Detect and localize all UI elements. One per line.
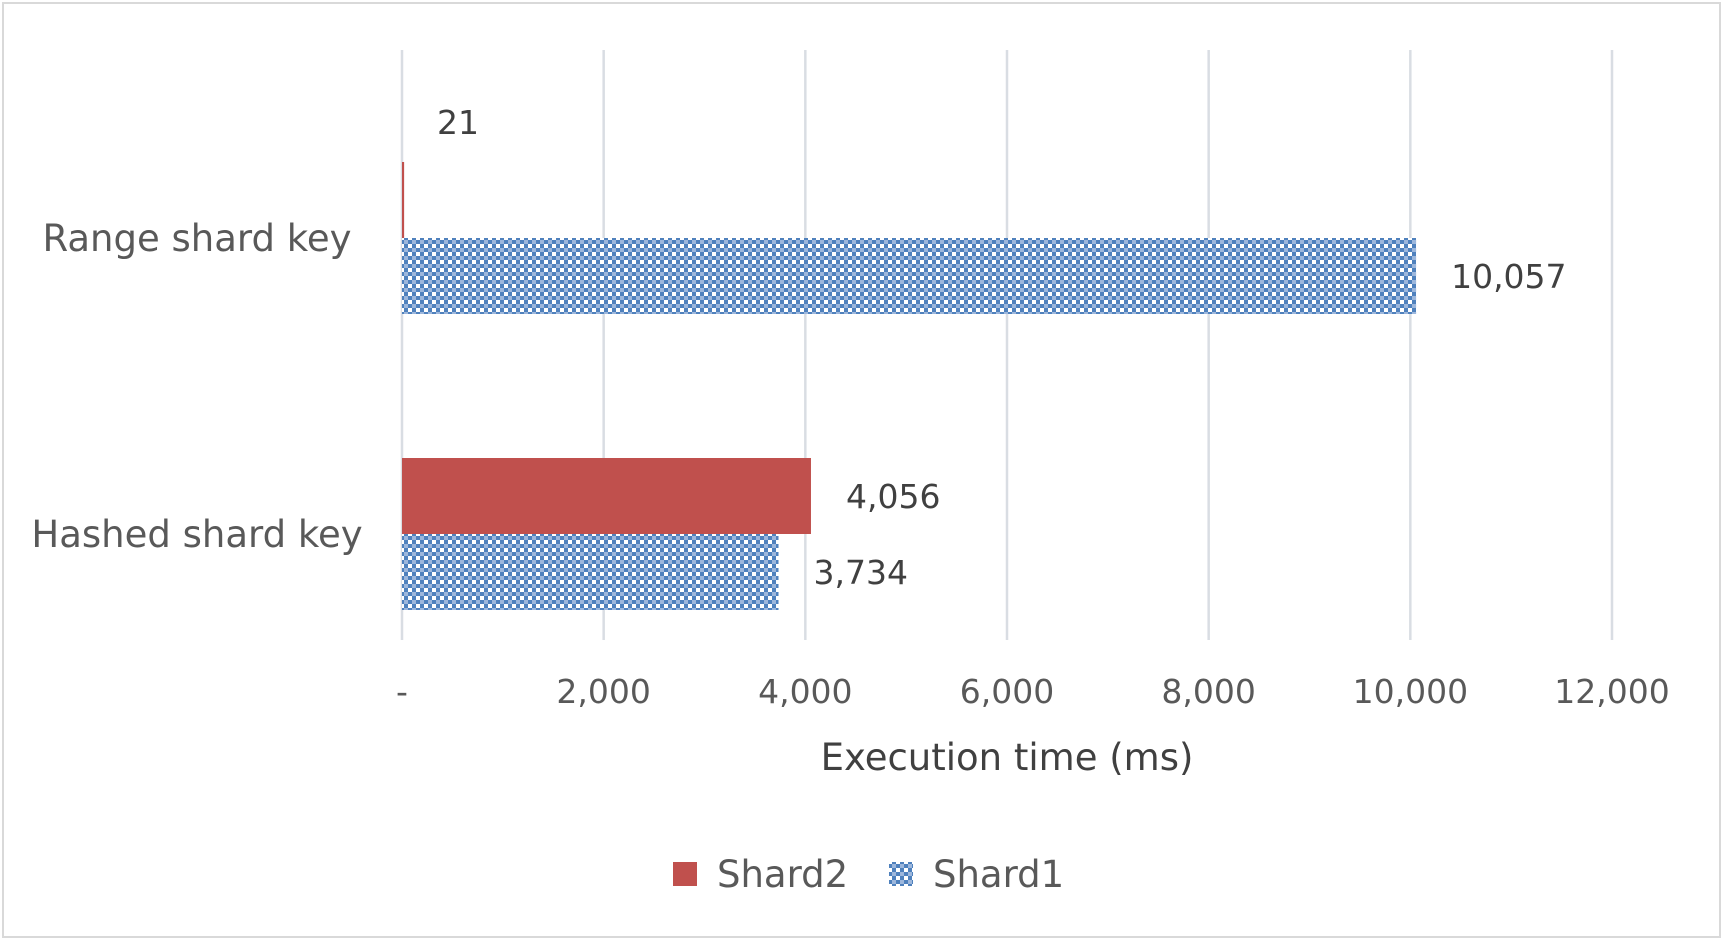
x-axis-title: Execution time (ms) [821,736,1194,779]
data-label-shard2: 21 [437,103,479,142]
x-tick-label: 2,000 [556,672,650,711]
bar-shard1-1 [402,534,779,610]
bar-shard2-1 [402,458,811,534]
legend-swatch-shard1 [889,862,913,886]
legend-label-shard2: Shard2 [717,853,848,896]
bar-shard2-0 [402,162,405,238]
category-label: Range shard key [42,217,351,260]
x-tick-label: 8,000 [1161,672,1255,711]
category-labels: Range shard key Hashed shard key [31,217,362,556]
x-tick-label: 4,000 [758,672,852,711]
legend-label-shard1: Shard1 [933,853,1064,896]
data-labels: 21 10,057 4,056 3,734 [437,103,1567,592]
data-label-shard1: 3,734 [814,553,908,592]
bars [402,162,1417,610]
data-label-shard2: 4,056 [846,477,940,516]
x-tick-label: 12,000 [1554,672,1669,711]
legend: Shard2 Shard1 [673,853,1064,896]
data-label-shard1: 10,057 [1451,257,1566,296]
category-label: Hashed shard key [31,513,362,556]
x-tick-label: 6,000 [960,672,1054,711]
bar-shard1-0 [402,238,1417,314]
tick-labels: - 2,000 4,000 6,000 8,000 10,000 12,000 [396,672,1670,711]
x-tick-label: - [396,672,408,711]
legend-swatch-shard2 [673,862,697,886]
x-tick-label: 10,000 [1353,672,1468,711]
